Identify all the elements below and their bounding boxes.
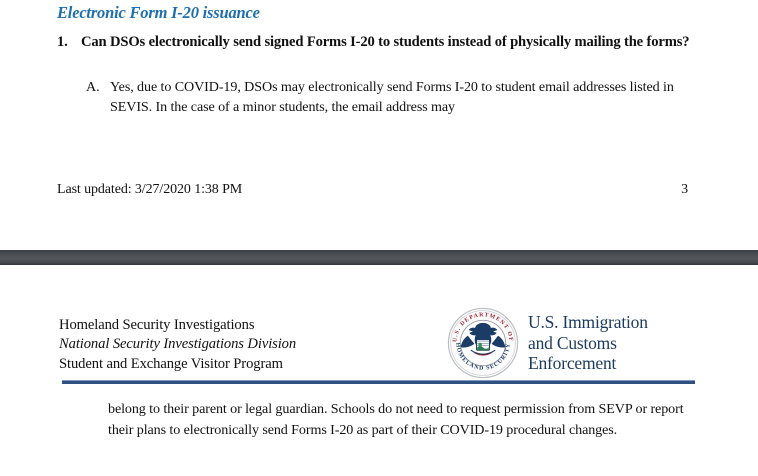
last-updated-text: Last updated: 3/27/2020 1:38 PM	[57, 182, 243, 197]
body-paragraph: belong to their parent or legal guardian…	[108, 401, 684, 438]
document-letterhead-footer: Homeland Security Investigations Nationa…	[0, 307, 758, 387]
ice-wordmark-line-1: U.S. Immigration	[528, 312, 648, 333]
page-separator-band	[0, 250, 758, 265]
answer-text: Yes, due to COVID-19, DSOs may electroni…	[110, 78, 674, 116]
document-page-bottom: Homeland Security Investigations Nationa…	[0, 265, 758, 476]
document-page-top: Electronic Form I-20 issuance 1. Can DSO…	[57, 3, 717, 198]
agency-line-3: Student and Exchange Visitor Program	[59, 355, 283, 372]
question-text: Can DSOs electronically send signed Form…	[81, 34, 690, 50]
section-heading: Electronic Form I-20 issuance	[57, 3, 260, 22]
agency-line-2: National Security Investigations Divisio…	[59, 336, 297, 353]
agency-line-1: Homeland Security Investigations	[59, 317, 255, 333]
footer-divider-rule	[62, 380, 695, 384]
page-number: 3	[681, 182, 688, 197]
faq-list: 1. Can DSOs electronically send signed F…	[57, 32, 717, 118]
faq-question-item: 1. Can DSOs electronically send signed F…	[57, 32, 717, 53]
question-number: 1.	[57, 34, 68, 50]
faq-answer-item: A. Yes, due to COVID-19, DSOs may electr…	[86, 77, 717, 118]
dhs-seal-icon: U.S. DEPARTMENT OF HOMELAND SECURITY	[447, 307, 519, 379]
agency-name-block: Homeland Security Investigations Nationa…	[59, 316, 296, 374]
ice-wordmark-line-3: Enforcement	[528, 353, 617, 374]
answer-marker: A.	[86, 78, 100, 95]
ice-wordmark: U.S. Immigration and Customs Enforcement	[528, 312, 648, 373]
page-footer: Last updated: 3/27/2020 1:38 PM 3	[57, 182, 697, 198]
ice-brand-lockup: U.S. DEPARTMENT OF HOMELAND SECURITY	[447, 307, 648, 379]
ice-wordmark-line-2: and Customs	[528, 332, 617, 353]
